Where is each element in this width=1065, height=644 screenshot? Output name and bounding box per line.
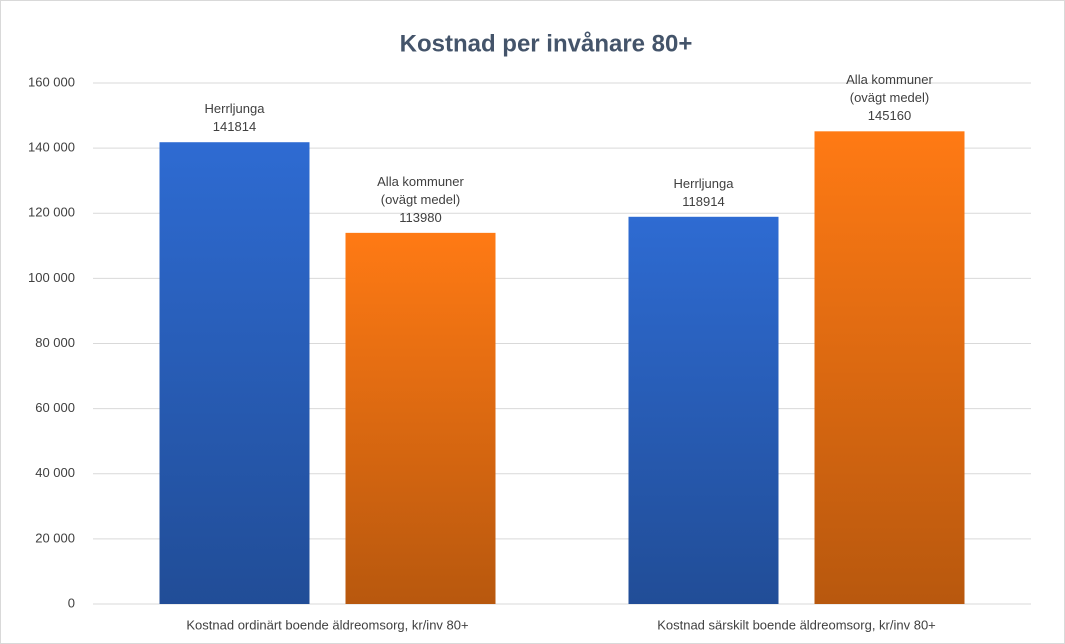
y-tick-label: 100 000	[28, 270, 75, 285]
data-label-series: Alla kommuner (ovägt medel)	[377, 173, 464, 207]
data-label: Herrljunga 118914	[674, 175, 734, 211]
chart-title: Kostnad per invånare 80+	[400, 30, 693, 57]
x-tick-label: Kostnad särskilt boende äldreomsorg, kr/…	[657, 617, 936, 632]
data-label-value: 141814	[212, 119, 257, 135]
bar	[159, 142, 310, 605]
data-label-value: 118914	[682, 193, 725, 209]
x-tick-label: Kostnad ordinärt boende äldreomsorg, kr/…	[186, 617, 468, 632]
y-tick-label: 20 000	[35, 530, 75, 545]
y-tick-label: 140 000	[28, 140, 75, 155]
data-label-series: Herrljunga	[204, 101, 265, 117]
y-tick-label: 80 000	[35, 335, 75, 350]
bar	[345, 232, 496, 604]
bar	[814, 131, 965, 604]
data-label-value: 145160	[867, 108, 912, 124]
y-tick-label: 0	[68, 595, 75, 610]
data-label-series: Alla kommuner (ovägt medel)	[846, 72, 933, 106]
bar	[628, 216, 779, 604]
y-tick-label: 160 000	[28, 74, 75, 89]
data-label: Herrljunga 141814	[205, 100, 265, 136]
y-tick-label: 60 000	[35, 400, 75, 415]
data-label-series: Herrljunga	[673, 175, 734, 191]
data-label: Alla kommuner (ovägt medel) 113980	[361, 173, 481, 227]
data-label-value: 113980	[399, 209, 442, 225]
y-tick-label: 40 000	[35, 465, 75, 480]
y-tick-label: 120 000	[28, 205, 75, 220]
data-label: Alla kommuner (ovägt medel) 145160	[830, 71, 950, 125]
